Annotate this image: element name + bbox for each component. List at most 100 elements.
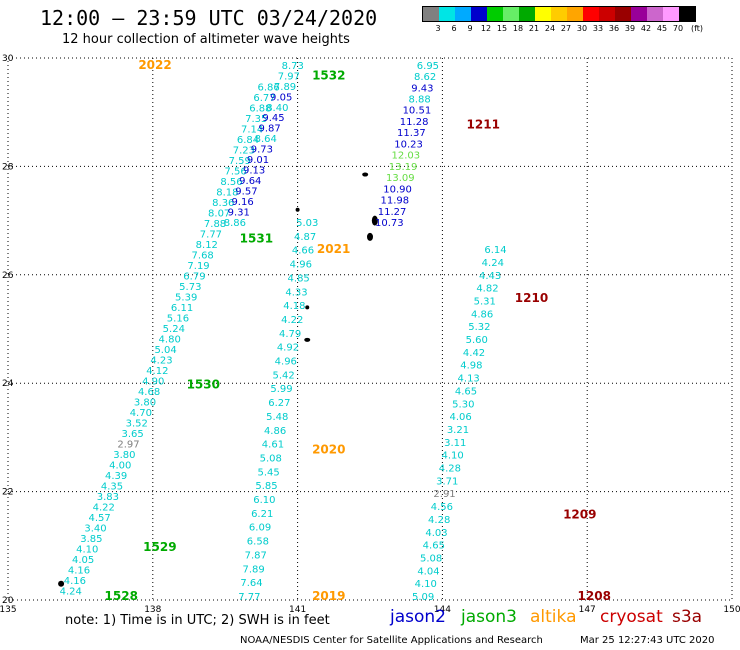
y-tick-label: 30 [2, 54, 14, 64]
wave-height-value: 4.68 [138, 387, 160, 398]
wave-height-value: 7.35 [245, 114, 267, 125]
wave-height-value: 6.88 [249, 104, 271, 115]
wave-height-value: 6.10 [253, 495, 275, 506]
wave-height-value: 3.11 [444, 438, 466, 449]
footer-timestamp: Mar 25 12:27:43 UTC 2020 [580, 635, 715, 646]
wave-height-value: 7.23 [233, 146, 255, 157]
wave-height-value: 4.10 [415, 579, 437, 590]
wave-height-value: 4.39 [105, 471, 127, 482]
wave-height-value: 10.90 [383, 184, 412, 195]
wave-height-value: 4.18 [283, 301, 305, 312]
legend-unit: (ft) [690, 24, 704, 33]
wave-height-value: 7.68 [192, 251, 214, 262]
legend-label: 15 [496, 24, 508, 33]
satellite-legend-s3a: s3a [672, 607, 703, 627]
legend-swatch [551, 7, 567, 21]
pass-label: 2022 [138, 58, 171, 72]
wave-height-value: 6.86 [258, 83, 280, 94]
wave-height-value: 9.87 [258, 124, 280, 135]
satellite-legend-altika: altika [530, 607, 577, 627]
wave-height-value: 5.48 [266, 412, 288, 423]
legend-label: 6 [451, 24, 457, 33]
wave-height-value: 13.19 [389, 162, 418, 173]
wave-height-value: 4.65 [423, 541, 445, 552]
wave-height-value: 11.37 [397, 128, 426, 139]
legend-swatch [471, 7, 487, 21]
legend-label: 27 [560, 24, 572, 33]
legend-swatch [679, 7, 695, 21]
pass-label: 1209 [563, 508, 596, 522]
legend-label: 45 [656, 24, 668, 33]
wave-height-value: 5.60 [466, 335, 488, 346]
x-tick-label: 135 [0, 605, 17, 615]
legend-swatch [487, 7, 503, 21]
wave-height-value: 4.13 [458, 374, 480, 385]
wave-height-value: 3.21 [447, 425, 469, 436]
wave-height-value: 6.58 [247, 537, 269, 548]
wave-height-value: 7.59 [229, 156, 251, 167]
wave-height-value: 10.51 [403, 106, 432, 117]
legend-label: 36 [608, 24, 620, 33]
wave-height-value: 4.79 [279, 329, 301, 340]
x-tick-label: 150 [723, 605, 740, 615]
y-tick-label: 20 [2, 596, 14, 606]
wave-height-value: 4.06 [450, 412, 472, 423]
wave-height-value: 6.77 [253, 93, 275, 104]
color-legend: 3 6 9 12 15 18 21 24 27 30 33 36 39 42 45 70 (ft) [422, 6, 703, 34]
wave-height-value: 7.64 [240, 578, 262, 589]
y-tick-label: 22 [2, 488, 13, 498]
legend-label: 30 [576, 24, 588, 33]
pass-label: 1532 [312, 69, 345, 83]
legend-labels: 3 6 9 12 15 18 21 24 27 30 33 36 39 42 45 70 (ft) [422, 22, 703, 34]
wave-height-value: 7.77 [200, 230, 222, 241]
wave-height-value: 4.04 [417, 566, 439, 577]
wave-height-value: 9.57 [235, 187, 257, 198]
wave-height-value: 4.24 [482, 258, 504, 269]
legend-label: 12 [480, 24, 492, 33]
x-tick-label: 147 [579, 605, 596, 615]
satellite-legend-cryosat: cryosat [600, 607, 663, 627]
wave-height-value: 5.03 [296, 218, 318, 229]
wave-height-value: 5.08 [260, 453, 282, 464]
wave-height-value: 7.14 [241, 125, 263, 136]
wave-height-value: 6.27 [268, 398, 290, 409]
pass-label: 2019 [312, 589, 345, 603]
wave-height-value: 4.16 [68, 566, 90, 577]
wave-height-value: 5.45 [258, 467, 280, 478]
wave-height-value: 5.24 [163, 324, 185, 335]
x-tick-label: 141 [289, 605, 306, 615]
island [295, 207, 300, 212]
wave-height-value: 4.22 [93, 503, 115, 514]
wave-height-value: 4.22 [281, 315, 303, 326]
legend-swatch [647, 7, 663, 21]
wave-height-value: 3.65 [121, 429, 143, 440]
wave-height-value: 4.03 [425, 528, 447, 539]
wave-height-value: 4.87 [294, 232, 316, 243]
wave-height-value: 4.35 [101, 482, 123, 493]
legend-label: 3 [435, 24, 441, 33]
wave-height-value: 8.88 [409, 95, 431, 106]
wave-height-value: 6.21 [251, 509, 273, 520]
wave-height-value: 11.28 [400, 117, 429, 128]
wave-height-value: 4.10 [76, 545, 98, 556]
wave-height-value: 8.18 [216, 188, 238, 199]
wave-height-value: 13.09 [386, 173, 415, 184]
pass-label: 1530 [187, 378, 220, 392]
x-tick-label: 138 [144, 605, 161, 615]
pass-label: 2020 [312, 443, 345, 457]
legend-label: 39 [624, 24, 636, 33]
wave-height-value: 3.85 [80, 534, 102, 545]
island [371, 215, 378, 226]
wave-height-value: 9.13 [243, 166, 265, 177]
wave-height-value: 2.97 [117, 440, 139, 451]
wave-height-value: 8.56 [220, 177, 242, 188]
legend-swatch [663, 7, 679, 21]
wave-height-value: 9.01 [247, 155, 269, 166]
island [367, 232, 373, 241]
wave-height-value: 2.91 [433, 489, 455, 500]
wave-height-value: 11.98 [381, 196, 410, 207]
y-tick-label: 24 [2, 379, 14, 389]
legend-swatch [423, 7, 439, 21]
wave-height-value: 3.83 [97, 492, 119, 503]
